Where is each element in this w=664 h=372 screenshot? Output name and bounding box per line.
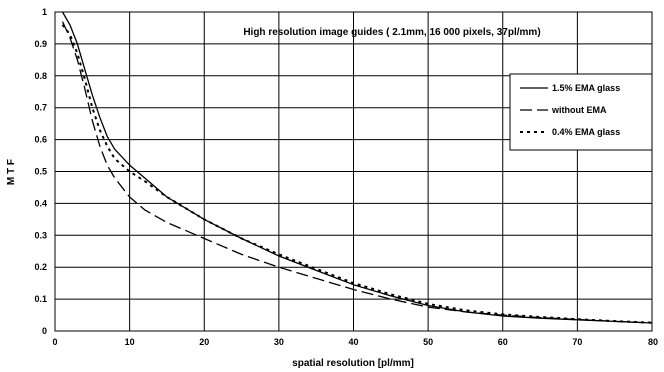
plot-frame — [54, 11, 653, 332]
y-tick-label: 1 — [42, 7, 47, 17]
x-tick-label: 20 — [199, 337, 209, 347]
y-tick-label: 0.5 — [34, 167, 47, 177]
x-tick-label: 10 — [125, 337, 135, 347]
chart-title: High resolution image guides ( 2.1mm, 16… — [243, 27, 540, 38]
x-tick-label: 30 — [274, 337, 284, 347]
y-tick-label: 0.2 — [34, 262, 47, 272]
legend-label: 0.4% EMA glass — [552, 127, 620, 137]
x-tick-labels: 0 10 20 30 40 50 60 70 80 — [52, 337, 658, 347]
x-axis-label: spatial resolution [pl/mm] — [292, 358, 414, 369]
legend-label: 1.5% EMA glass — [552, 83, 620, 93]
series-line-1 — [61, 21, 653, 324]
y-tick-label: 0.7 — [34, 103, 47, 113]
x-tick-label: 50 — [423, 337, 433, 347]
legend-label: without EMA — [551, 105, 607, 115]
y-tick-label: 0.4 — [34, 198, 47, 208]
series-lines — [61, 11, 653, 324]
y-tick-label: 0.9 — [34, 39, 47, 49]
x-tick-label: 70 — [572, 337, 582, 347]
x-tick-label: 60 — [498, 337, 508, 347]
x-tick-label: 0 — [52, 337, 57, 347]
y-tick-label: 0.8 — [34, 71, 47, 81]
series-line-2 — [61, 24, 653, 324]
y-tick-label: 0.6 — [34, 135, 47, 145]
y-tick-label: 0.3 — [34, 230, 47, 240]
y-tick-label: 0 — [42, 326, 47, 336]
y-axis-label: M T F — [6, 159, 17, 185]
y-tick-label: 0.1 — [34, 294, 47, 304]
x-tick-label: 40 — [348, 337, 358, 347]
x-tick-label: 80 — [648, 337, 658, 347]
y-tick-labels: 0 0.1 0.2 0.3 0.4 0.5 0.6 0.7 0.8 0.9 1 — [34, 7, 47, 336]
legend: 1.5% EMA glass without EMA 0.4% EMA glass — [509, 73, 653, 151]
series-line-0 — [61, 11, 653, 324]
legend-box — [509, 73, 653, 151]
